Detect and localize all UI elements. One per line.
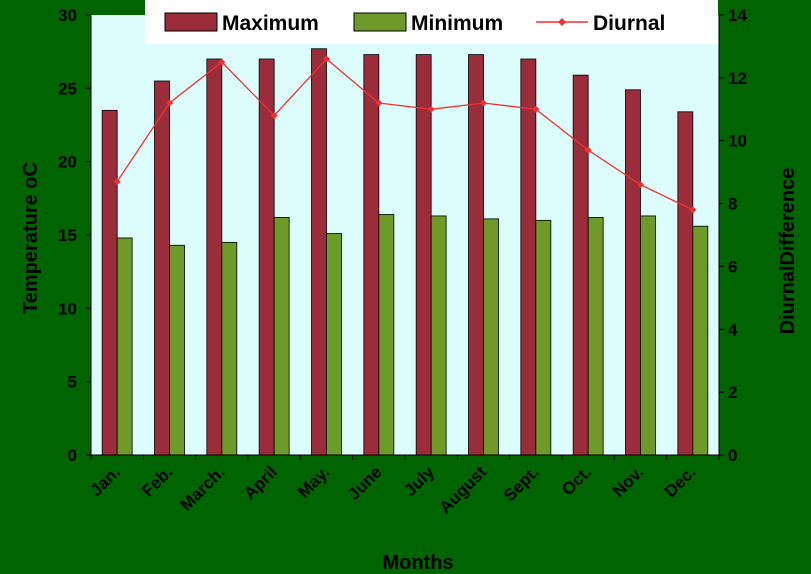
y2-tick-label-10: 10 (728, 132, 747, 151)
diurnal-point-12 (689, 206, 697, 214)
y2-tick-label-0: 0 (728, 446, 737, 465)
diurnal-line (116, 58, 694, 211)
y-tick-label-5: 5 (68, 373, 77, 392)
legend-minimum-swatch (353, 12, 407, 32)
y-tick-label-20: 20 (58, 153, 77, 172)
bar-minimum-12 (692, 225, 709, 456)
bar-minimum-7 (430, 215, 447, 456)
y2-tick-label-8: 8 (728, 195, 737, 214)
y2-tick-label-6: 6 (728, 257, 737, 276)
diurnal-point-1 (113, 178, 121, 186)
y-tick-label-0: 0 (68, 446, 77, 465)
bar-maximum-7 (415, 54, 432, 456)
diurnal-point-6 (375, 99, 383, 107)
bar-maximum-6 (363, 54, 380, 456)
y-axis-title: Temperature oC (20, 162, 42, 314)
bar-minimum-10 (587, 216, 604, 456)
legend-maximum-swatch (164, 12, 218, 32)
diurnal-point-4 (270, 112, 278, 120)
axes-layer (86, 14, 724, 460)
bar-maximum-11 (625, 89, 641, 456)
bar-minimum-4 (273, 216, 290, 456)
legend-minimum-label: Minimum (411, 12, 503, 35)
y2-tick-label-12: 12 (728, 69, 747, 88)
y2-tick-label-4: 4 (728, 320, 738, 339)
y2-tick-label-14: 14 (728, 6, 747, 25)
bar-minimum-9 (535, 219, 552, 456)
bar-minimum-5 (326, 233, 342, 456)
diurnal-line-layer (113, 55, 697, 214)
bar-minimum-3 (221, 241, 238, 456)
bar-minimum-6 (378, 214, 395, 456)
y-tick-label-15: 15 (58, 226, 77, 245)
legend-maximum-label: Maximum (222, 12, 319, 35)
diurnal-point-8 (480, 99, 487, 107)
legend-diurnal-marker (558, 18, 566, 26)
bar-maximum-3 (206, 58, 223, 456)
bar-minimum-11 (640, 215, 656, 456)
y-tick-label-10: 10 (58, 299, 77, 318)
diurnal-point-9 (532, 105, 540, 113)
diurnal-point-2 (166, 99, 173, 107)
bar-maximum-5 (311, 48, 327, 456)
diurnal-point-5 (323, 55, 330, 63)
y-tick-label-30: 30 (58, 6, 77, 25)
legend-diurnal-label: Diurnal (593, 12, 665, 35)
x-axis-title: Months (382, 552, 453, 574)
bar-maximum-8 (468, 54, 484, 456)
y2-axis-title: DiurnalDifference (777, 168, 799, 335)
bar-maximum-12 (677, 111, 694, 456)
legend-background (145, 0, 718, 44)
y-tick-label-25: 25 (58, 79, 77, 98)
diurnal-point-3 (218, 58, 226, 66)
plot-area (91, 15, 719, 455)
bars-layer (101, 48, 709, 456)
bar-maximum-1 (101, 109, 118, 456)
bar-maximum-4 (258, 58, 275, 456)
diurnal-point-11 (637, 181, 644, 189)
bar-minimum-8 (483, 218, 499, 456)
diurnal-point-7 (427, 105, 435, 113)
legend: Maximum Minimum Diurnal (145, 0, 718, 44)
y2-tick-label-2: 2 (728, 383, 737, 402)
bar-minimum-2 (169, 244, 185, 456)
bar-minimum-1 (116, 237, 133, 456)
bar-maximum-9 (520, 58, 537, 456)
bar-maximum-10 (572, 74, 589, 456)
diurnal-point-10 (584, 146, 592, 154)
bar-maximum-2 (154, 80, 170, 456)
